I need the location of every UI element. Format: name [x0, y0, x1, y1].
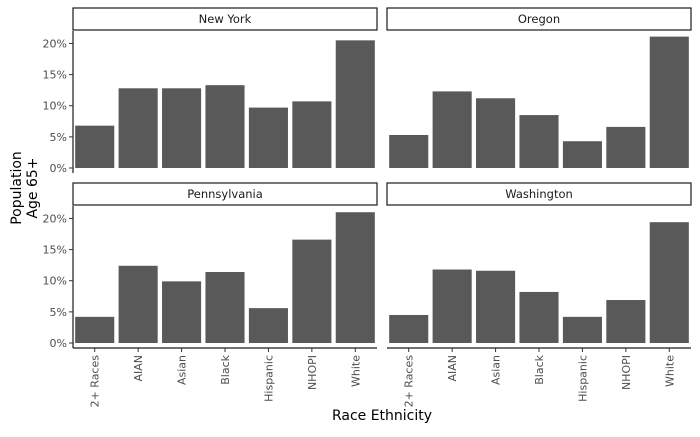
x-tick-label: Hispanic: [262, 355, 275, 402]
bar-asian: [476, 270, 516, 343]
x-tick-label: NHOPI: [306, 355, 319, 390]
facet-strip-label: Oregon: [518, 12, 560, 26]
y-tick-label: 20%: [43, 37, 67, 50]
bar-white: [649, 222, 689, 343]
bar-hispanic: [562, 141, 602, 168]
bar-hispanic: [248, 308, 288, 343]
facet-strip-label: New York: [199, 12, 252, 26]
bar-2-races: [75, 316, 115, 343]
bar-black: [205, 85, 245, 168]
y-tick-label: 15%: [43, 69, 67, 82]
facet-strip: [72, 182, 378, 206]
bar-hispanic: [562, 316, 602, 343]
bar-asian: [162, 281, 202, 343]
bar-nhopi: [292, 101, 332, 168]
bar-nhopi: [606, 300, 646, 343]
x-tick-label: Black: [533, 354, 546, 384]
bar-aian: [432, 91, 472, 168]
y-tick-label: 10%: [43, 100, 67, 113]
facet-strip: [386, 7, 692, 31]
bar-black: [519, 115, 559, 168]
bar-2-races: [75, 125, 115, 168]
bar-black: [519, 291, 559, 343]
y-axis-title-line: Population: [9, 151, 25, 225]
x-tick-label: AIAN: [132, 355, 145, 382]
y-tick-label: 0%: [50, 337, 67, 350]
x-tick-label: White: [663, 355, 676, 387]
facet-strip: [386, 182, 692, 206]
y-tick-label: 0%: [50, 162, 67, 175]
bar-hispanic: [248, 107, 288, 168]
y-tick-label: 5%: [50, 131, 67, 144]
facet-strip: [72, 7, 378, 31]
x-tick-label: AIAN: [446, 355, 459, 382]
x-tick-label: Hispanic: [576, 355, 589, 402]
bar-aian: [118, 88, 158, 168]
bar-white: [335, 212, 375, 343]
y-tick-label: 10%: [43, 275, 67, 288]
x-tick-label: Asian: [490, 355, 503, 385]
bar-asian: [162, 88, 202, 168]
x-tick-label: 2+ Races: [403, 355, 416, 408]
bar-aian: [118, 265, 158, 343]
x-axis-title: Race Ethnicity: [332, 408, 432, 424]
x-tick-label: 2+ Races: [89, 355, 102, 408]
x-tick-label: NHOPI: [620, 355, 633, 390]
bar-white: [335, 40, 375, 168]
facet-strip-label: Washington: [505, 187, 573, 201]
y-tick-label: 5%: [50, 306, 67, 319]
x-tick-label: White: [349, 355, 362, 387]
facet-strip-label: Pennsylvania: [187, 187, 263, 201]
bar-white: [649, 36, 689, 168]
bar-black: [205, 272, 245, 343]
y-tick-label: 20%: [43, 212, 67, 225]
bar-2-races: [389, 314, 429, 343]
bar-aian: [432, 269, 472, 343]
bar-asian: [476, 98, 516, 168]
x-tick-label: Black: [219, 354, 232, 384]
y-axis-title-line: Age 65+: [25, 157, 41, 218]
y-tick-label: 15%: [43, 244, 67, 257]
bar-nhopi: [606, 126, 646, 168]
bar-2-races: [389, 134, 429, 168]
y-axis-title: PopulationAge 65+: [9, 151, 41, 225]
x-tick-label: Asian: [176, 355, 189, 385]
bar-nhopi: [292, 239, 332, 343]
